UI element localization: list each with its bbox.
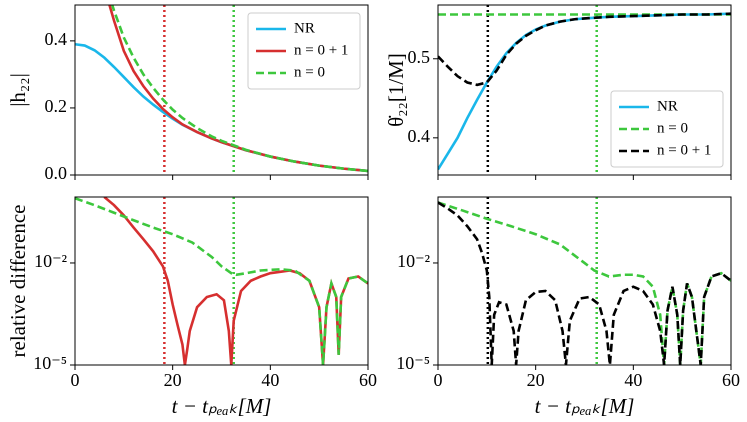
- legend-label: n = 0: [294, 64, 325, 80]
- panel: [75, 197, 368, 365]
- y-axis-label: |h₂₂|: [6, 73, 30, 107]
- x-tick-label: 0: [434, 370, 443, 390]
- series-line: [75, 197, 368, 365]
- x-tick-label: 20: [164, 370, 182, 390]
- series-line: [103, 197, 368, 365]
- series-line: [108, 5, 368, 173]
- y-tick-label: 0.5: [408, 47, 431, 67]
- legend-box: [247, 12, 361, 90]
- y-tick-label: 10⁻⁵: [396, 353, 430, 373]
- legend-label: NR: [657, 98, 678, 114]
- legend-label: n = 0: [657, 120, 688, 136]
- legend-box: [610, 90, 724, 168]
- x-tick-label: 60: [722, 370, 740, 390]
- legend: NR n = 0 + 1 n = 0: [247, 12, 361, 90]
- legend-label: NR: [294, 20, 315, 36]
- series-line: [438, 12, 731, 87]
- y-tick-label: 0.4: [45, 29, 68, 49]
- y-tick-label: 0.2: [45, 96, 68, 116]
- y-tick-label: 10⁻²: [397, 251, 430, 271]
- y-tick-label: 0.4: [408, 126, 431, 146]
- panel: [75, 5, 368, 175]
- x-axis-label: t − tₚₑₐₖ[M]: [535, 394, 635, 418]
- legend: NR n = 0 n = 0 + 1: [610, 90, 724, 168]
- x-axis-label: t − tₚₑₐₖ[M]: [172, 394, 272, 418]
- x-tick-label: 40: [261, 370, 279, 390]
- y-tick-label: 10⁻²: [34, 251, 67, 271]
- y-axis-label: relative difference: [6, 205, 30, 358]
- panel: [438, 197, 731, 365]
- legend-label: n = 0 + 1: [657, 142, 711, 158]
- axes-frame: [437, 196, 732, 366]
- y-axis-label: θ̇₂₂[1/M]: [384, 53, 408, 127]
- axes-frame: [74, 4, 369, 176]
- axes-frame: [437, 4, 732, 176]
- legend-label: n = 0 + 1: [294, 42, 348, 58]
- x-tick-label: 0: [71, 370, 80, 390]
- y-tick-label: 10⁻⁵: [33, 353, 67, 373]
- panel: [438, 5, 731, 175]
- x-tick-label: 40: [624, 370, 642, 390]
- x-tick-label: 60: [359, 370, 377, 390]
- y-tick-label: 0.0: [45, 163, 68, 183]
- x-tick-label: 20: [527, 370, 545, 390]
- axes-frame: [74, 196, 369, 366]
- series-line: [110, 5, 368, 173]
- series-line: [438, 201, 731, 365]
